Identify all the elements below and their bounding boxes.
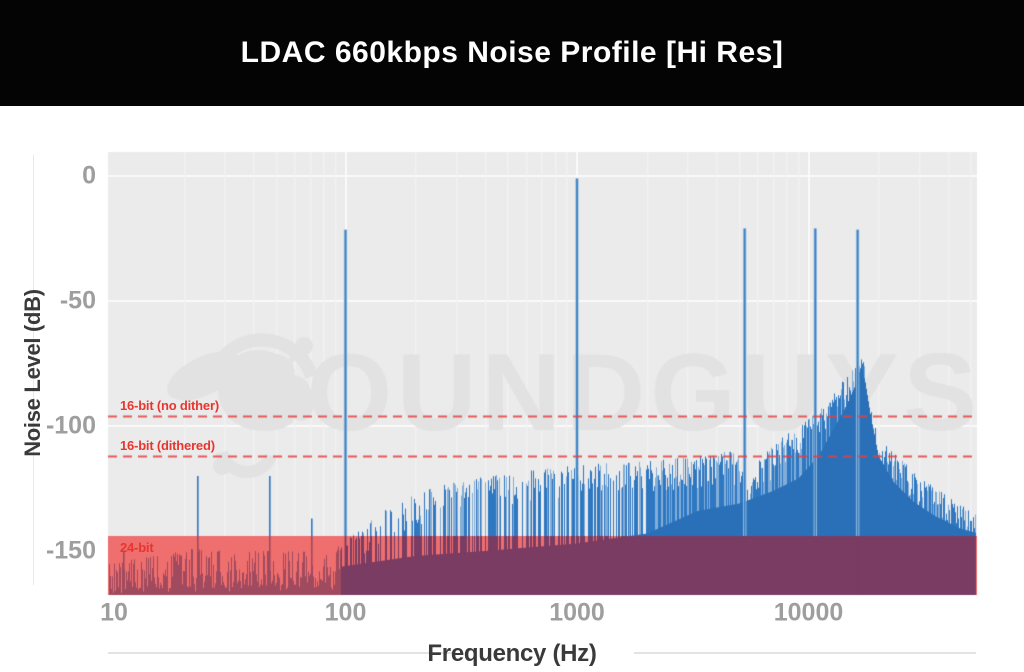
reference-label-16bit-no-dither: 16-bit (no dither) [120, 398, 219, 413]
x-axis-divider-right [634, 652, 976, 654]
x-tick-label: 10000 [773, 598, 844, 627]
x-tick-label: 1000 [549, 598, 605, 627]
y-tick-label: 0 [82, 161, 96, 190]
y-tick-label: -150 [45, 536, 96, 565]
page-title: LDAC 660kbps Noise Profile [Hi Res] [240, 36, 784, 69]
y-tick-label: -50 [59, 286, 96, 315]
x-axis-divider-left [108, 652, 452, 654]
title-bar: LDAC 660kbps Noise Profile [Hi Res] [0, 0, 1024, 106]
reference-label-24bit: 24-bit [120, 540, 154, 555]
x-tick-label: 100 [324, 598, 367, 627]
x-tick-label: 10 [100, 598, 128, 627]
y-tick-label: -100 [45, 411, 96, 440]
x-axis-title: Frequency (Hz) [427, 640, 597, 667]
reference-label-16bit-dithered: 16-bit (dithered) [120, 438, 215, 453]
